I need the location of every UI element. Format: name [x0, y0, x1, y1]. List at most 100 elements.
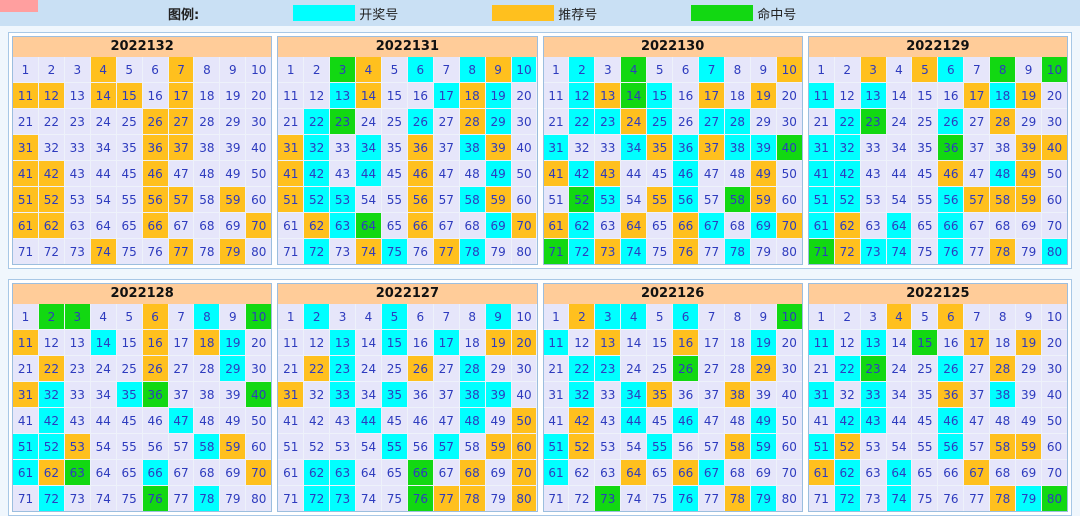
number-cell-39: 39	[220, 135, 246, 160]
number-cell-37: 37	[433, 135, 459, 160]
number-cell-46: 46	[407, 161, 433, 186]
number-cell-64: 64	[886, 213, 912, 238]
period-header: 2022127	[278, 284, 537, 304]
number-cell-74: 74	[356, 486, 381, 511]
number-cell-34: 34	[886, 382, 912, 407]
number-cell-38: 38	[459, 382, 485, 407]
number-cell-16: 16	[407, 330, 433, 355]
number-cell-54: 54	[886, 434, 912, 459]
number-cell-43: 43	[860, 408, 886, 433]
number-cell-10: 10	[246, 57, 272, 82]
number-cell-58: 58	[194, 434, 220, 459]
number-cell-37: 37	[699, 135, 724, 160]
number-cell-2: 2	[569, 304, 595, 329]
number-cell-13: 13	[595, 330, 621, 355]
number-cell-27: 27	[964, 356, 990, 381]
number-cell-18: 18	[459, 330, 485, 355]
number-cell-15: 15	[116, 330, 142, 355]
number-cell-14: 14	[886, 330, 912, 355]
number-grid: 1 2 3 4 5 6 7 8 9 10 11 12 13 14 15 16 17 18 19 20 21 22 23 24 2…	[13, 304, 272, 511]
number-cell-13: 13	[64, 83, 90, 108]
number-cell-23: 23	[860, 356, 886, 381]
number-cell-24: 24	[356, 109, 381, 134]
number-cell-68: 68	[459, 460, 485, 485]
number-cell-10: 10	[511, 57, 537, 82]
number-cell-22: 22	[38, 356, 64, 381]
number-cell-27: 27	[699, 356, 724, 381]
number-cell-36: 36	[673, 382, 699, 407]
number-cell-74: 74	[356, 239, 381, 264]
number-cell-19: 19	[750, 330, 776, 355]
number-cell-33: 33	[595, 382, 621, 407]
number-cell-20: 20	[1042, 330, 1067, 355]
number-cell-23: 23	[595, 109, 621, 134]
number-cell-11: 11	[543, 330, 569, 355]
number-cell-19: 19	[1016, 83, 1042, 108]
number-cell-77: 77	[433, 239, 459, 264]
panel-2022130: 2022130 1 2 3 4 5 6 7 8 9 10 11 12 13 14 15 16 17 18 19 20 21…	[542, 36, 803, 265]
number-cell-30: 30	[776, 109, 802, 134]
number-grid: 1 2 3 4 5 6 7 8 9 10 11 12 13 14 15 16 17 18 19 20 21 22 23 24 2…	[808, 304, 1067, 511]
number-cell-42: 42	[38, 161, 64, 186]
number-cell-69: 69	[485, 460, 511, 485]
number-cell-29: 29	[220, 109, 246, 134]
number-cell-65: 65	[116, 460, 142, 485]
number-cell-45: 45	[912, 408, 938, 433]
number-cell-26: 26	[142, 356, 168, 381]
number-cell-13: 13	[860, 83, 886, 108]
number-cell-66: 66	[142, 460, 168, 485]
number-cell-40: 40	[246, 135, 272, 160]
number-cell-61: 61	[808, 213, 834, 238]
number-cell-60: 60	[246, 434, 272, 459]
number-cell-25: 25	[912, 356, 938, 381]
number-cell-69: 69	[1016, 460, 1042, 485]
number-cell-75: 75	[381, 486, 407, 511]
number-cell-65: 65	[116, 213, 142, 238]
number-cell-74: 74	[621, 239, 647, 264]
number-cell-58: 58	[990, 434, 1016, 459]
number-cell-45: 45	[116, 161, 142, 186]
number-cell-77: 77	[964, 486, 990, 511]
number-cell-25: 25	[116, 356, 142, 381]
number-cell-38: 38	[194, 135, 220, 160]
number-cell-49: 49	[485, 161, 511, 186]
number-cell-24: 24	[90, 109, 116, 134]
number-cell-80: 80	[246, 486, 272, 511]
number-cell-60: 60	[1042, 434, 1067, 459]
legend-item-label: 命中号	[757, 7, 797, 23]
number-cell-19: 19	[485, 83, 511, 108]
number-cell-9: 9	[485, 57, 511, 82]
number-cell-54: 54	[90, 187, 116, 212]
number-cell-42: 42	[834, 161, 860, 186]
number-cell-36: 36	[142, 382, 168, 407]
number-cell-51: 51	[543, 434, 569, 459]
number-cell-52: 52	[569, 434, 595, 459]
number-cell-63: 63	[64, 213, 90, 238]
number-cell-2: 2	[834, 304, 860, 329]
number-cell-8: 8	[724, 57, 750, 82]
number-cell-50: 50	[511, 408, 537, 433]
number-cell-35: 35	[912, 382, 938, 407]
number-cell-20: 20	[246, 330, 272, 355]
number-cell-76: 76	[673, 486, 699, 511]
number-cell-78: 78	[724, 239, 750, 264]
number-cell-80: 80	[511, 239, 537, 264]
number-cell-11: 11	[13, 330, 38, 355]
number-cell-48: 48	[194, 408, 220, 433]
number-cell-56: 56	[938, 434, 964, 459]
number-cell-53: 53	[64, 434, 90, 459]
number-cell-42: 42	[834, 408, 860, 433]
number-cell-42: 42	[38, 408, 64, 433]
number-cell-37: 37	[168, 135, 194, 160]
number-cell-52: 52	[304, 187, 330, 212]
number-cell-23: 23	[595, 356, 621, 381]
number-cell-14: 14	[621, 330, 647, 355]
number-cell-30: 30	[511, 109, 537, 134]
number-cell-50: 50	[776, 161, 802, 186]
number-cell-56: 56	[938, 187, 964, 212]
number-cell-37: 37	[964, 135, 990, 160]
number-cell-31: 31	[808, 382, 834, 407]
number-cell-24: 24	[90, 356, 116, 381]
number-cell-9: 9	[1016, 57, 1042, 82]
number-cell-15: 15	[912, 330, 938, 355]
